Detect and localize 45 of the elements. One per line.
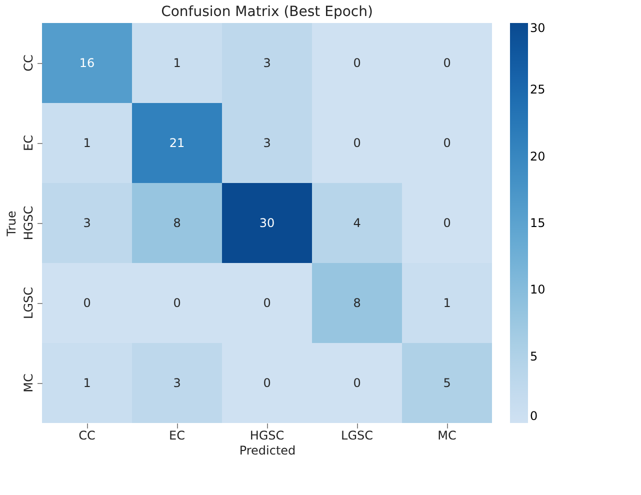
data-label: 0 <box>443 216 451 230</box>
color-bar-label: 10 <box>530 282 546 297</box>
data-label: 1 <box>173 56 181 70</box>
data-label: 3 <box>263 136 271 150</box>
data-label: 8 <box>173 216 181 230</box>
color-bar-label: 5 <box>530 349 538 364</box>
color-bar-label: 25 <box>530 82 546 97</box>
chart-title: Confusion Matrix (Best Epoch) <box>161 4 373 20</box>
x-tick-label: MC <box>438 428 456 442</box>
data-label: 1 <box>443 296 451 310</box>
x-tick-label: EC <box>169 428 185 442</box>
data-label: 0 <box>353 376 361 390</box>
y-axis-title: True <box>4 210 18 238</box>
data-label: 21 <box>169 136 185 150</box>
y-tick-label: LGSC <box>22 287 36 319</box>
x-axis-title: Predicted <box>239 444 296 458</box>
data-label: 0 <box>83 296 91 310</box>
data-label: 3 <box>263 56 271 70</box>
x-tick-label: CC <box>78 428 96 442</box>
data-label: 30 <box>259 216 275 230</box>
data-label: 1 <box>83 136 91 150</box>
data-label: 0 <box>353 56 361 70</box>
y-tick-label: EC <box>22 135 36 151</box>
data-label: 8 <box>353 296 361 310</box>
data-label: 0 <box>173 296 181 310</box>
data-label: 0 <box>353 136 361 150</box>
y-tick-label: HGSC <box>22 206 36 240</box>
data-label: 16 <box>79 56 95 70</box>
color-bar-label: 15 <box>530 216 546 230</box>
y-tick-label: CC <box>22 54 36 72</box>
data-label: 0 <box>263 376 271 390</box>
data-label: 3 <box>173 376 181 390</box>
y-tick-label: MC <box>22 374 36 392</box>
data-label: 0 <box>443 56 451 70</box>
color-bar-label: 30 <box>530 21 546 35</box>
data-label: 0 <box>443 136 451 150</box>
data-label: 5 <box>443 376 451 390</box>
data-label: 3 <box>83 216 91 230</box>
data-label: 4 <box>353 216 361 230</box>
color-bar-label: 0 <box>530 409 538 423</box>
color-bar-label: 20 <box>530 149 546 164</box>
x-tick-label: LGSC <box>341 428 373 442</box>
data-label: 1 <box>83 376 91 390</box>
data-label: 0 <box>263 296 271 310</box>
x-tick-label: HGSC <box>250 428 284 442</box>
